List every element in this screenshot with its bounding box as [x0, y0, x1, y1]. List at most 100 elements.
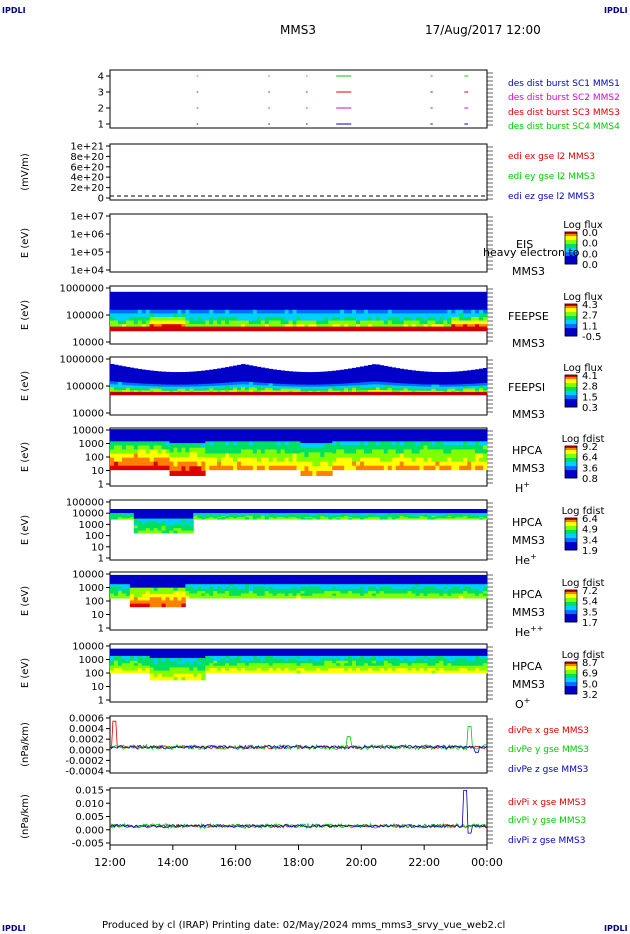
heatmap-cell [324, 382, 329, 385]
heatmap-cell [296, 586, 301, 590]
heatmap-cell [483, 511, 488, 513]
heatmap-cell [296, 371, 301, 375]
heatmap-cell [205, 593, 210, 597]
heatmap-cell [110, 518, 115, 520]
heatmap-cell [173, 518, 178, 522]
heatmap-cell [244, 320, 250, 325]
heatmap-cell [431, 465, 436, 471]
heatmap-cell [110, 298, 115, 303]
colorbar-segment [565, 395, 577, 398]
heatmap-cell [288, 375, 293, 379]
heatmap-cell [248, 510, 254, 512]
heatmap-cell [352, 591, 357, 594]
heatmap-cell [288, 588, 293, 592]
heatmap-cell [264, 586, 270, 590]
heatmap-cell [236, 316, 242, 321]
heatmap-cell [264, 383, 270, 386]
heatmap-cell [292, 320, 297, 325]
heatmap-cell [387, 369, 393, 373]
heatmap-cell [217, 309, 222, 314]
heatmap-cell [403, 449, 409, 454]
heatmap-cell [455, 453, 460, 458]
heatmap-cell [415, 384, 420, 387]
heatmap-cell [475, 453, 480, 458]
heatmap-cell [367, 512, 373, 514]
heatmap-cell [181, 528, 186, 531]
heatmap-cell [229, 437, 234, 442]
heatmap-cell [340, 306, 345, 311]
heatmap-cell [431, 449, 436, 454]
heatmap-cell [332, 302, 337, 307]
heatmap-cell [435, 593, 440, 597]
heatmap-cell [443, 518, 448, 520]
heatmap-cell [189, 586, 194, 590]
heatmap-cell [300, 577, 305, 580]
heatmap-cell [467, 370, 472, 373]
heatmap-cell [260, 375, 266, 379]
heatmap-cell [292, 382, 297, 385]
heatmap-cell [252, 591, 258, 594]
heatmap-cell [137, 441, 143, 446]
heatmap-cell [129, 515, 135, 517]
heatmap-cell [320, 517, 325, 519]
heatmap-cell [399, 429, 405, 434]
heatmap-cell [133, 509, 139, 512]
heatmap-cell [137, 587, 143, 592]
heatmap-cell [304, 438, 309, 444]
heatmap-cell [332, 509, 337, 511]
heatmap-cell [113, 517, 119, 519]
heatmap-cell [225, 367, 230, 371]
heatmap-cell [133, 518, 139, 522]
heatmap-cell [137, 597, 143, 601]
heatmap-cell [149, 295, 155, 300]
heatmap-cell [149, 370, 155, 374]
heatmap-cell [443, 510, 448, 512]
heatmap-cell [431, 457, 436, 463]
heatmap-cell [427, 384, 432, 388]
heatmap-cell [403, 383, 409, 387]
heatmap-cell [129, 518, 135, 520]
heatmap-cell [193, 438, 198, 444]
heatmap-cell [407, 309, 412, 314]
heatmap-cell [308, 324, 313, 329]
heatmap-cell [252, 368, 258, 372]
heatmap-cell [173, 302, 178, 307]
heatmap-cell [181, 511, 186, 515]
heatmap-cell [209, 378, 214, 382]
heatmap-cell [340, 516, 345, 518]
heatmap-cell [288, 313, 293, 318]
heatmap-cell [221, 387, 226, 391]
heatmap-cell [475, 429, 480, 434]
heatmap-cell [221, 513, 226, 515]
heatmap-cell [411, 512, 416, 514]
heatmap-cell [340, 429, 345, 434]
heatmap-cell [463, 324, 468, 329]
heatmap-cell [264, 375, 270, 379]
heatmap-cell [336, 513, 341, 515]
heatmap-cell [356, 581, 361, 585]
heatmap-cell [268, 388, 274, 391]
heatmap-cell [225, 461, 230, 467]
heatmap-cell [308, 313, 313, 318]
heatmap-cell [427, 302, 432, 307]
heatmap-feepse [110, 291, 488, 332]
heatmap-cell [153, 528, 159, 531]
heatmap-cell [415, 373, 420, 376]
heatmap-cell [125, 465, 131, 471]
heatmap-cell [383, 437, 389, 442]
heatmap-cell [125, 377, 131, 381]
heatmap-cell [260, 584, 266, 587]
colorbar-segment [565, 530, 577, 533]
heatmap-cell [431, 382, 436, 385]
heatmap-cell [145, 381, 151, 385]
y-axis-label: E (eV) [20, 515, 31, 545]
heatmap-cell [348, 511, 353, 513]
heatmap-cell [360, 324, 365, 329]
heatmap-cell [304, 372, 309, 375]
heatmap-cell [276, 512, 282, 514]
heatmap-cell [129, 603, 135, 608]
heatmap-cell [340, 515, 345, 517]
heatmap-cell [455, 445, 460, 450]
heatmap-cell [292, 584, 297, 587]
heatmap-cell [391, 465, 397, 471]
